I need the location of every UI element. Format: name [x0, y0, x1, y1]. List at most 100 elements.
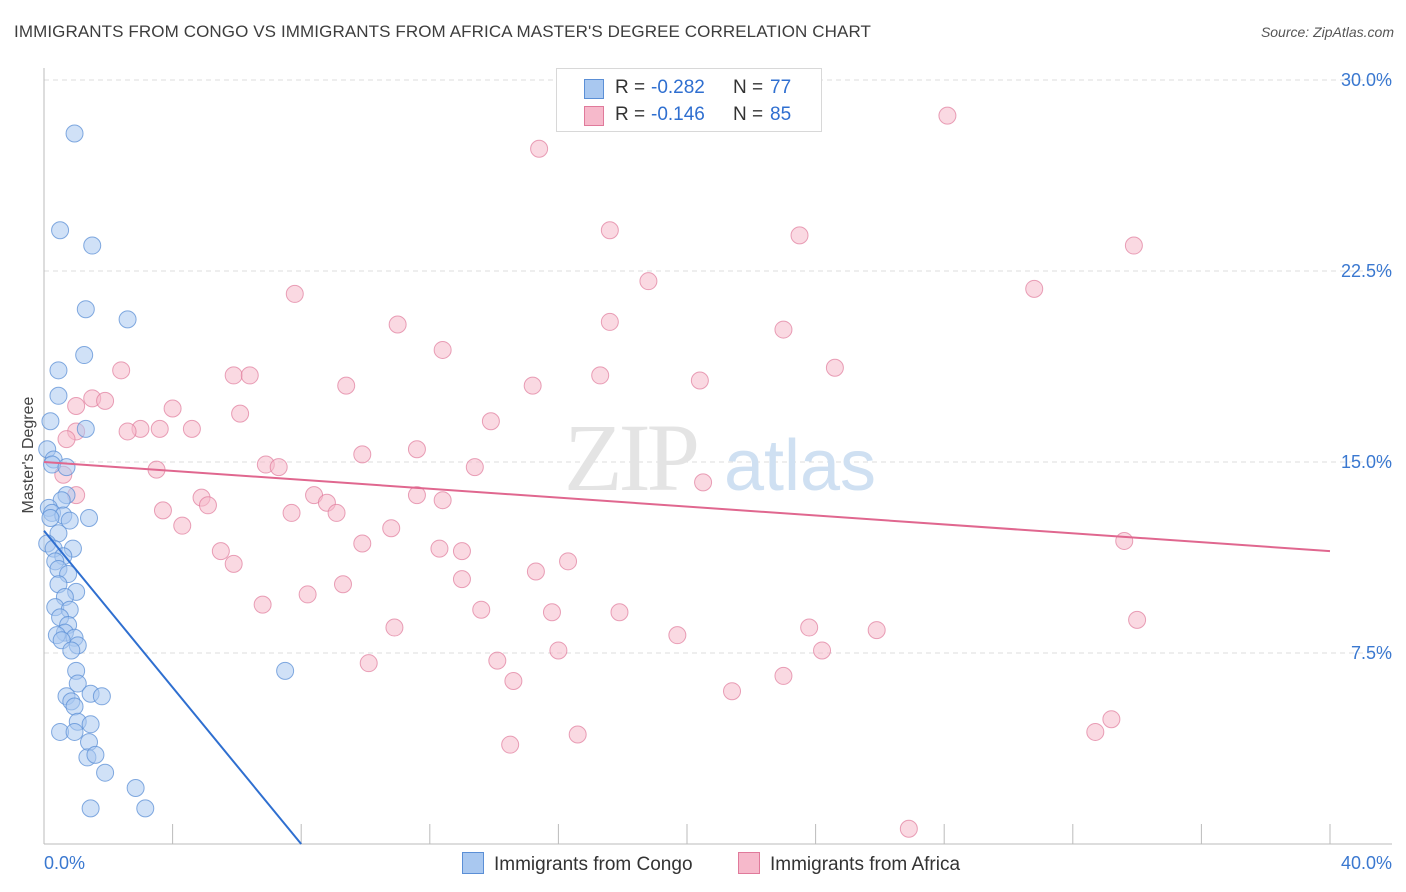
africa-point: [452, 570, 471, 589]
africa-point: [1124, 236, 1143, 255]
y-tick-label: 15.0%: [1341, 452, 1392, 472]
africa-point: [353, 445, 372, 464]
source-label: Source: ZipAtlas.com: [1260, 24, 1394, 40]
bottom-africa-label: Immigrants from Africa: [770, 854, 961, 875]
congo-point: [136, 799, 155, 818]
africa-point: [285, 284, 304, 303]
congo-points: [38, 124, 295, 818]
africa-point: [501, 735, 520, 754]
africa-point: [231, 404, 250, 423]
congo-point: [126, 778, 145, 797]
congo-point: [276, 661, 295, 680]
africa-point: [240, 366, 259, 385]
africa-point: [407, 440, 426, 459]
africa-point: [224, 366, 243, 385]
africa-point: [430, 539, 449, 558]
africa-point: [337, 376, 356, 395]
trend-lines: [43, 461, 1331, 845]
congo-point: [51, 221, 70, 240]
africa-point: [523, 376, 542, 395]
africa-r-value: -0.146: [651, 104, 705, 125]
congo-point: [49, 361, 68, 380]
africa-point: [1025, 279, 1044, 298]
congo-point: [62, 641, 81, 660]
congo-point: [60, 511, 79, 530]
congo-r-value: -0.282: [651, 77, 705, 98]
africa-point: [938, 106, 957, 125]
africa-point: [173, 516, 192, 535]
africa-point: [1115, 531, 1134, 550]
africa-point: [825, 358, 844, 377]
africa-point: [433, 491, 452, 510]
africa-point: [542, 603, 561, 622]
congo-point: [76, 300, 95, 319]
africa-point: [382, 519, 401, 538]
africa-point: [591, 366, 610, 385]
y-axis-label: Master's Degree: [20, 396, 37, 513]
africa-point: [559, 552, 578, 571]
africa-point: [433, 340, 452, 359]
bottom-congo-swatch: [462, 852, 484, 874]
congo-point: [80, 509, 99, 528]
africa-point: [150, 419, 169, 438]
africa-point: [282, 503, 301, 522]
bottom-legend-africa[interactable]: Immigrants from Africa: [738, 852, 960, 876]
axes: [43, 68, 1392, 845]
africa-point: [668, 626, 687, 645]
bottom-africa-swatch: [738, 852, 760, 874]
africa-point: [774, 320, 793, 339]
africa-point: [353, 534, 372, 553]
africa-point: [790, 226, 809, 245]
africa-point: [57, 430, 76, 449]
congo-point: [65, 697, 84, 716]
africa-point: [526, 562, 545, 581]
congo-point: [81, 715, 100, 734]
africa-point: [198, 496, 217, 515]
africa-point: [549, 641, 568, 660]
africa-point: [452, 542, 471, 561]
congo-point: [76, 419, 95, 438]
africa-point: [472, 600, 491, 619]
watermark-zip: ZIP: [564, 404, 697, 511]
africa-point: [694, 473, 713, 492]
africa-point: [774, 666, 793, 685]
africa-point: [298, 585, 317, 604]
congo-point: [92, 687, 111, 706]
africa-point: [211, 542, 230, 561]
africa-point: [899, 819, 918, 838]
congo-point: [75, 346, 94, 365]
africa-points: [54, 106, 1147, 838]
bottom-congo-label: Immigrants from Congo: [494, 854, 693, 875]
africa-point: [488, 651, 507, 670]
congo-point: [57, 458, 76, 477]
africa-point: [359, 654, 378, 673]
watermark: ZIP atlas: [564, 404, 876, 511]
africa-point: [723, 682, 742, 701]
africa-point: [1086, 722, 1105, 741]
africa-point: [163, 399, 182, 418]
africa-point: [118, 422, 137, 441]
africa-point: [1128, 610, 1147, 629]
bottom-legend-congo[interactable]: Immigrants from Congo: [462, 852, 693, 876]
africa-point: [600, 312, 619, 331]
congo-point: [86, 745, 105, 764]
africa-point: [388, 315, 407, 334]
africa-r-label: R =: [615, 104, 646, 125]
congo-point: [49, 386, 68, 405]
africa-point: [224, 554, 243, 573]
congo-point: [81, 799, 100, 818]
africa-point: [481, 412, 500, 431]
africa-point: [639, 272, 658, 291]
africa-point: [253, 595, 272, 614]
y-tick-label: 30.0%: [1341, 70, 1392, 90]
congo-point: [83, 236, 102, 255]
africa-point: [800, 618, 819, 637]
africa-point: [385, 618, 404, 637]
africa-point: [1102, 710, 1121, 729]
africa-point: [465, 458, 484, 477]
africa-point: [867, 621, 886, 640]
congo-r-label: R =: [615, 77, 646, 98]
africa-n-label: N =: [733, 104, 764, 125]
africa-point: [153, 501, 172, 520]
